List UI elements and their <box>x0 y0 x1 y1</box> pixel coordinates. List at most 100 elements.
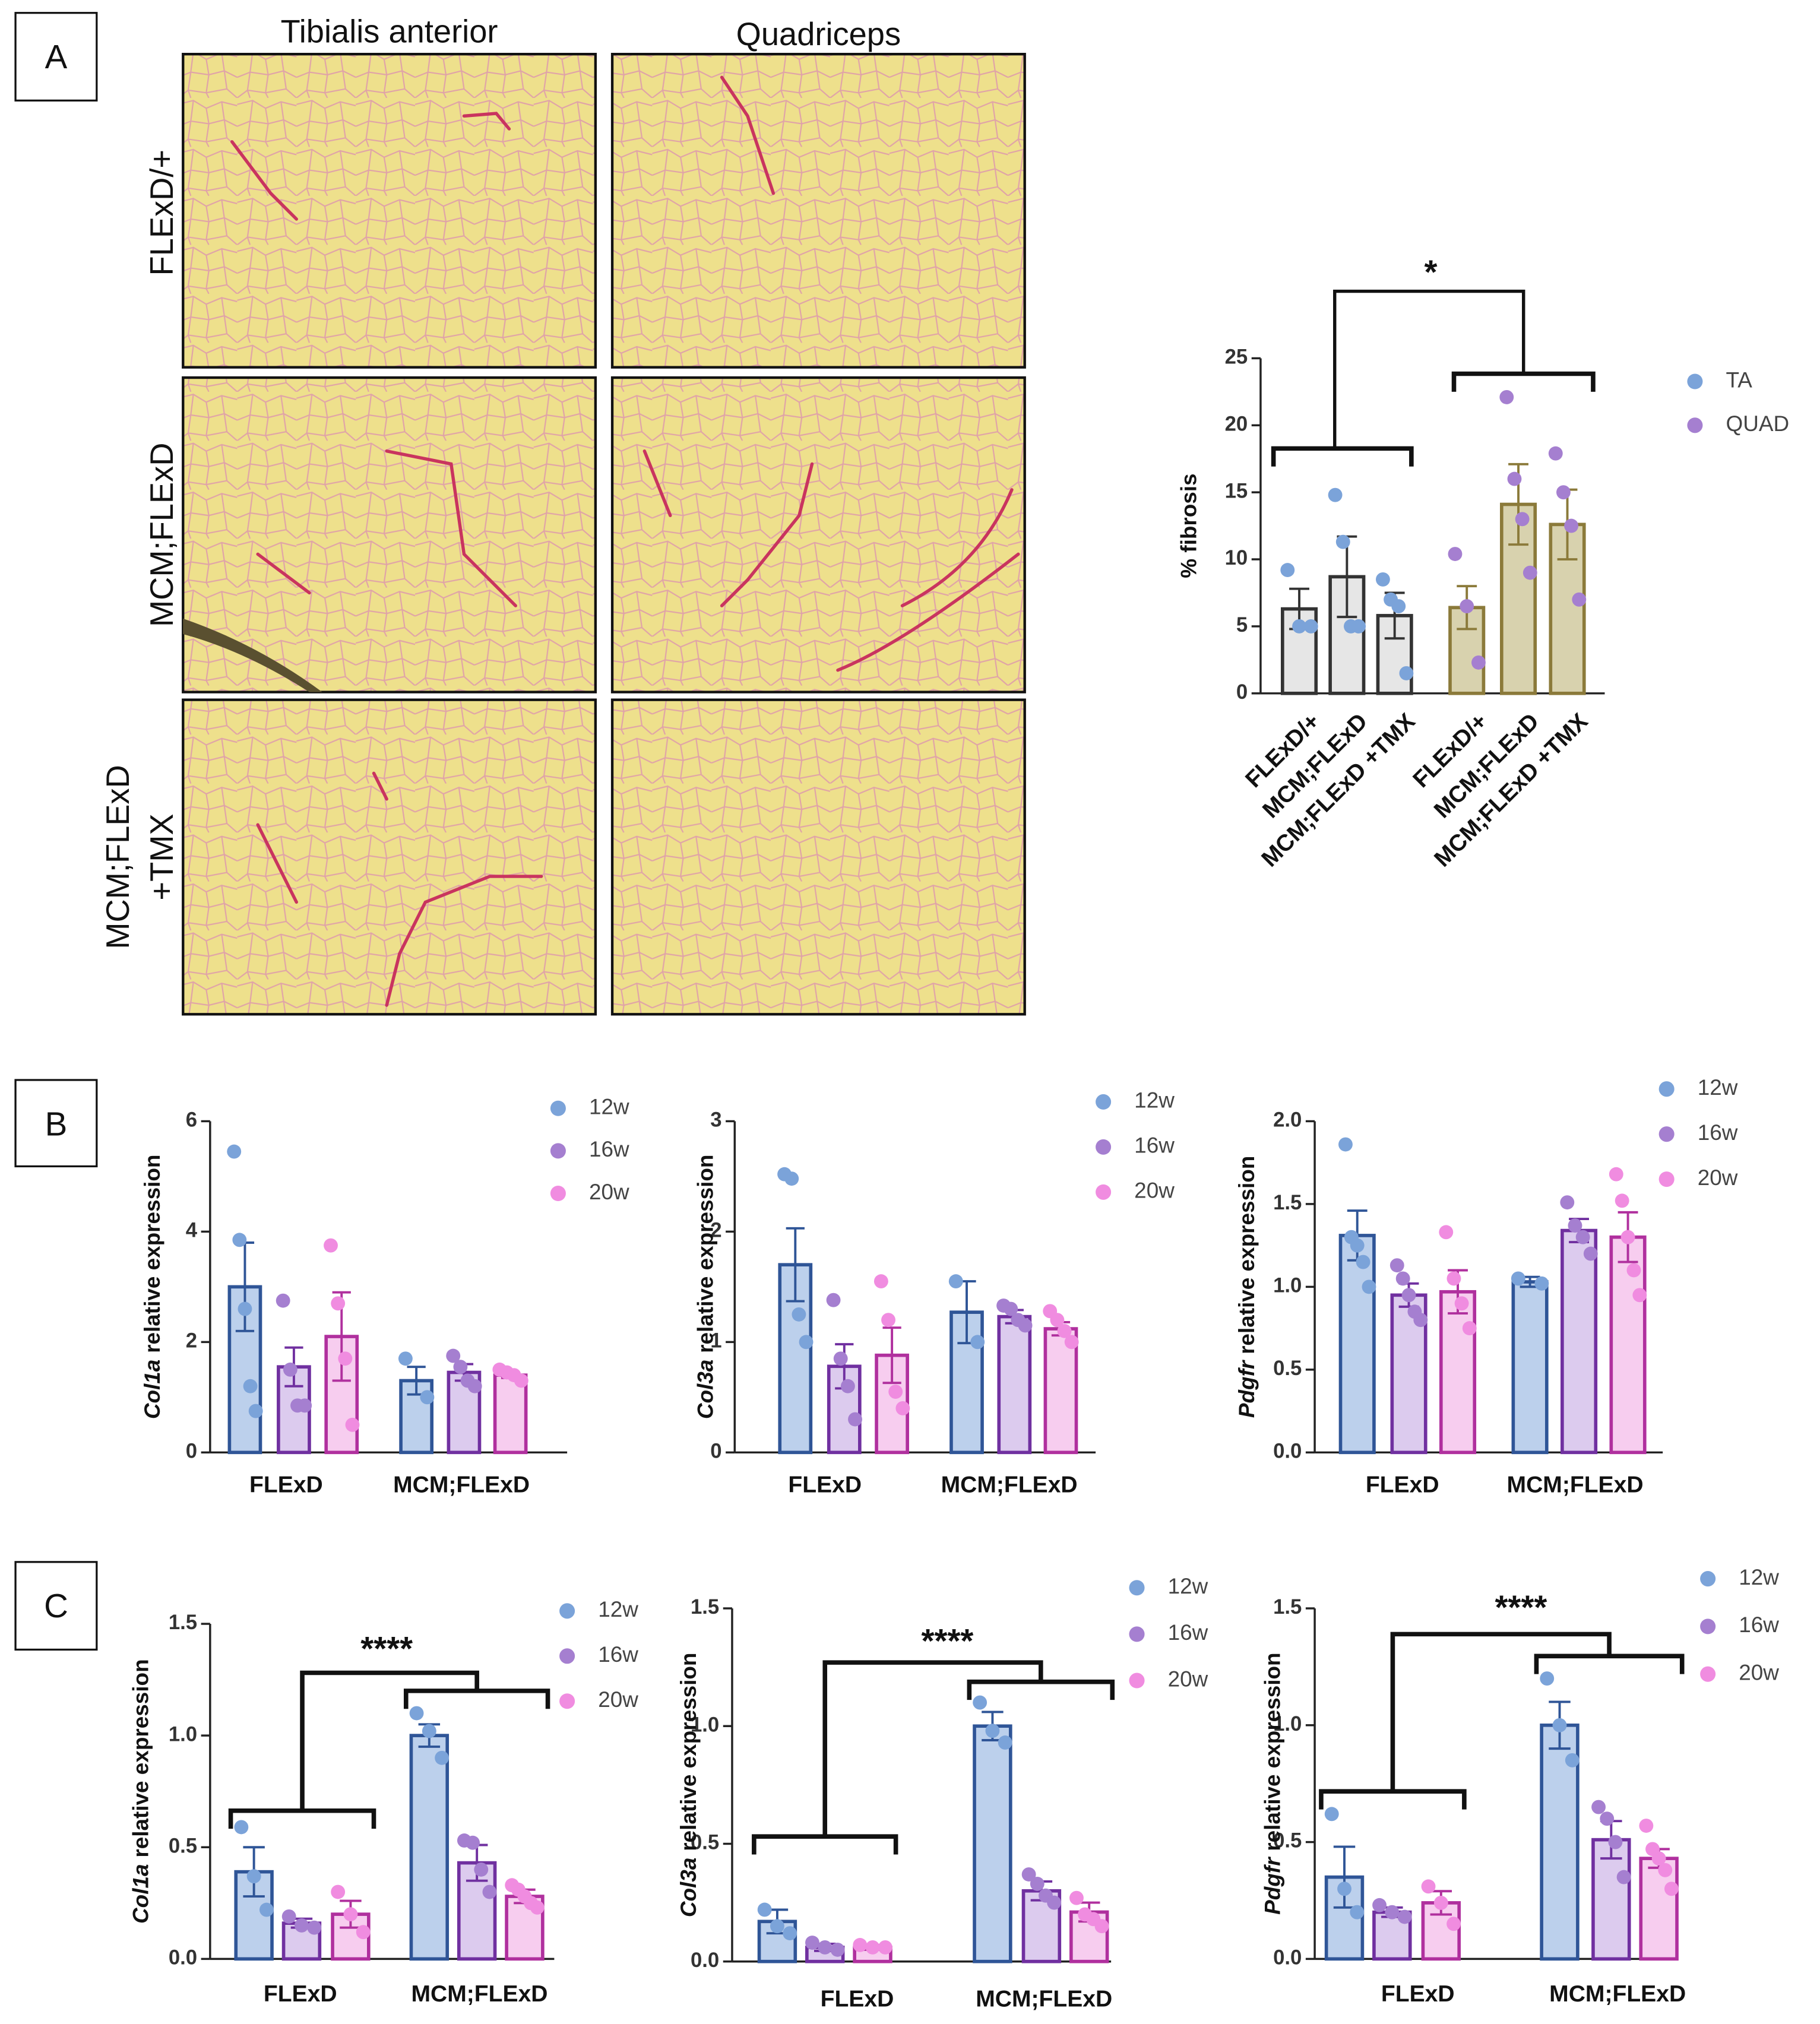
y-tick-label: 1.0 <box>169 1723 197 1746</box>
y-tick-label: 0.0 <box>169 1947 197 1969</box>
legend-marker <box>1700 1571 1716 1587</box>
legend-marker <box>1700 1666 1716 1682</box>
bar <box>1540 1723 1580 1961</box>
data-point <box>1375 572 1390 587</box>
data-point <box>1620 1230 1635 1244</box>
panel-label: A <box>45 38 68 75</box>
bar <box>1561 1228 1598 1455</box>
data-point <box>1397 1909 1412 1924</box>
data-point <box>1433 1895 1448 1910</box>
data-point <box>998 1735 1012 1750</box>
data-point <box>248 1404 263 1418</box>
y-axis-label-text: relative expression <box>129 1659 153 1857</box>
data-point <box>1664 1882 1679 1896</box>
legend-label: 12w <box>1134 1088 1175 1113</box>
data-point <box>805 1936 819 1950</box>
data-point <box>331 1884 346 1899</box>
data-point <box>1454 1296 1469 1311</box>
legend-marker <box>550 1100 566 1116</box>
data-point <box>324 1238 338 1253</box>
legend-marker <box>1687 417 1703 433</box>
data-point <box>1523 565 1537 580</box>
legend-marker <box>1700 1618 1716 1635</box>
data-point <box>530 1900 545 1915</box>
data-point <box>1362 1279 1376 1294</box>
data-point <box>1548 446 1563 461</box>
y-axis-label: Pdgfr relative expression <box>1260 1652 1284 1914</box>
data-point <box>799 1335 814 1350</box>
data-point <box>1351 619 1366 634</box>
column-label: Quadriceps <box>736 17 901 52</box>
data-point <box>1507 471 1522 486</box>
significance-bracket <box>1534 1654 1685 1674</box>
legend-marker <box>1129 1626 1145 1642</box>
y-axis-label-text: relative expression <box>140 1155 164 1353</box>
legend-label: 12w <box>1739 1565 1779 1589</box>
bar <box>1439 1290 1477 1455</box>
legend-marker <box>1687 373 1703 389</box>
chart: 0 1 2 3 Col3a relative expression FLExD MCM;FLE… <box>693 1088 1175 1498</box>
row-label: FLExD/+ <box>144 150 180 276</box>
y-tick-label: 6 <box>186 1109 197 1132</box>
y-axis-label: Col3a relative expression <box>693 1155 717 1420</box>
legend-marker <box>1096 1094 1112 1110</box>
legend-label: 16w <box>1698 1120 1738 1145</box>
y-axis-label: Pdgfr relative expression <box>1235 1156 1259 1418</box>
data-point <box>1564 518 1579 533</box>
chart: 0 2 4 6 Col1a relative expression FLExD MCM;FLE… <box>140 1095 629 1498</box>
data-point <box>467 1379 482 1393</box>
legend-marker <box>1096 1184 1112 1200</box>
data-point <box>1575 1230 1590 1244</box>
x-tick-label: MCM;FLExD <box>1507 1472 1644 1498</box>
row-label: MCM;FLExD <box>144 443 180 627</box>
bar <box>973 1724 1012 1963</box>
significance-bracket <box>1319 1789 1467 1810</box>
panel-box <box>14 1561 98 1651</box>
significance-bracket <box>1451 371 1596 392</box>
data-point <box>818 1940 833 1955</box>
x-tick-label: MCM;FLExD <box>411 1981 547 2007</box>
data-point <box>830 1942 845 1957</box>
fibrosis-streaks <box>230 75 1020 1007</box>
data-point <box>1568 1218 1582 1233</box>
panel-box <box>14 1079 98 1168</box>
y-tick-label: 15 <box>1225 480 1248 502</box>
y-axis-label-text: relative expression <box>676 1653 701 1851</box>
data-point <box>1446 1917 1461 1931</box>
data-point <box>1401 1288 1416 1303</box>
data-point <box>1499 389 1514 404</box>
bar <box>1338 1234 1376 1455</box>
significance-bracket <box>228 1808 376 1829</box>
y-axis-label-text: % fibrosis <box>1176 473 1201 578</box>
data-point <box>1064 1335 1079 1350</box>
data-point <box>1572 592 1587 607</box>
data-point <box>1552 1718 1567 1732</box>
data-point <box>1471 655 1486 670</box>
legend-marker <box>559 1648 575 1664</box>
y-tick-label: 2 <box>710 1220 721 1242</box>
data-point <box>1057 1323 1072 1338</box>
data-point <box>1350 1905 1365 1920</box>
data-point <box>1047 1895 1062 1910</box>
y-axis-label-gene: Pdgfr <box>1260 1856 1284 1915</box>
data-point <box>1632 1288 1647 1303</box>
data-point <box>1511 1271 1525 1286</box>
data-point <box>243 1379 258 1393</box>
data-point <box>1413 1313 1428 1328</box>
data-point <box>420 1390 435 1405</box>
tissue-fold <box>183 618 322 692</box>
data-point <box>283 1362 297 1377</box>
y-tick-label: 0.5 <box>169 1835 197 1857</box>
data-point <box>446 1348 461 1363</box>
chart: 0.0 0.5 1.0 1.5 Col3a relative expression FLEx… <box>676 1574 1208 2012</box>
panel-box <box>14 12 98 102</box>
data-point <box>1050 1313 1065 1328</box>
y-tick-label: 5 <box>1236 614 1248 636</box>
data-point <box>297 1398 312 1413</box>
legend-marker <box>1096 1139 1112 1155</box>
row-label: MCM;FLExD <box>100 765 136 949</box>
data-point <box>1439 1225 1454 1240</box>
y-tick-label: 0 <box>1236 681 1248 704</box>
